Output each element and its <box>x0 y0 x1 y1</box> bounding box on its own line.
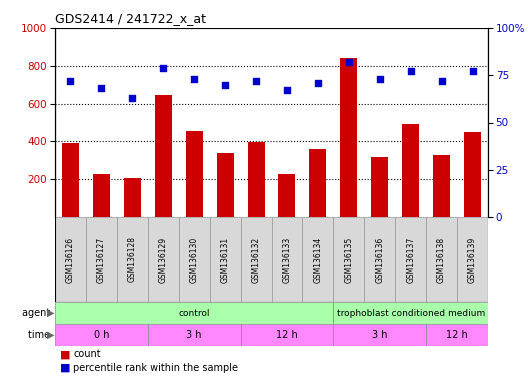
Bar <box>271 217 303 302</box>
Point <box>190 76 199 82</box>
Text: GSM136130: GSM136130 <box>190 237 199 283</box>
Bar <box>148 324 241 346</box>
Bar <box>433 155 450 217</box>
Point <box>437 78 446 84</box>
Bar <box>426 324 488 346</box>
Text: 12 h: 12 h <box>276 330 298 340</box>
Bar <box>55 217 86 302</box>
Bar <box>426 217 457 302</box>
Bar <box>178 217 210 302</box>
Bar <box>86 217 117 302</box>
Bar <box>278 174 296 217</box>
Bar <box>186 131 203 217</box>
Text: 3 h: 3 h <box>372 330 388 340</box>
Bar <box>155 95 172 217</box>
Point <box>97 85 106 91</box>
Text: 0 h: 0 h <box>93 330 109 340</box>
Bar <box>303 217 333 302</box>
Bar <box>62 143 79 217</box>
Text: trophoblast conditioned medium: trophoblast conditioned medium <box>336 308 485 318</box>
Bar <box>402 124 419 217</box>
Point <box>375 76 384 82</box>
Point <box>407 68 415 74</box>
Text: GSM136132: GSM136132 <box>251 237 260 283</box>
Text: GSM136133: GSM136133 <box>282 237 291 283</box>
Bar <box>93 174 110 217</box>
Bar <box>248 142 265 217</box>
Text: GSM136137: GSM136137 <box>406 237 415 283</box>
Point <box>252 78 260 84</box>
Text: GSM136139: GSM136139 <box>468 237 477 283</box>
Text: GSM136135: GSM136135 <box>344 237 353 283</box>
Text: ■: ■ <box>60 362 71 372</box>
Bar <box>117 217 148 302</box>
Text: GSM136129: GSM136129 <box>159 237 168 283</box>
Text: 12 h: 12 h <box>446 330 468 340</box>
Bar <box>371 157 388 217</box>
Bar <box>341 58 357 217</box>
Text: GSM136136: GSM136136 <box>375 237 384 283</box>
Text: GSM136126: GSM136126 <box>66 237 75 283</box>
Text: GSM136138: GSM136138 <box>437 237 446 283</box>
Bar <box>464 132 481 217</box>
Point <box>282 87 291 93</box>
Text: count: count <box>73 349 101 359</box>
Text: control: control <box>178 308 210 318</box>
Text: GSM136127: GSM136127 <box>97 237 106 283</box>
Point <box>345 59 353 65</box>
Bar <box>148 217 178 302</box>
Text: GSM136134: GSM136134 <box>314 237 323 283</box>
Bar <box>210 217 241 302</box>
Bar <box>333 217 364 302</box>
Bar <box>309 149 326 217</box>
Text: ▶: ▶ <box>47 330 54 340</box>
Text: agent: agent <box>22 308 53 318</box>
Text: ■: ■ <box>60 349 71 359</box>
Text: GSM136128: GSM136128 <box>128 237 137 283</box>
Bar <box>241 217 271 302</box>
Text: GSM136131: GSM136131 <box>221 237 230 283</box>
Point <box>159 65 167 71</box>
Bar <box>241 324 333 346</box>
Text: time: time <box>28 330 53 340</box>
Bar <box>395 217 426 302</box>
Point <box>221 82 229 88</box>
Point <box>66 78 74 84</box>
Text: percentile rank within the sample: percentile rank within the sample <box>73 362 239 372</box>
Point <box>314 80 322 86</box>
Point <box>468 68 477 74</box>
Point <box>128 95 137 101</box>
Text: 3 h: 3 h <box>186 330 202 340</box>
Bar <box>55 302 333 324</box>
Bar <box>457 217 488 302</box>
Bar <box>55 324 148 346</box>
Text: GDS2414 / 241722_x_at: GDS2414 / 241722_x_at <box>55 12 206 25</box>
Bar <box>333 324 426 346</box>
Bar <box>216 153 233 217</box>
Bar <box>124 178 141 217</box>
Text: ▶: ▶ <box>47 308 54 318</box>
Bar <box>364 217 395 302</box>
Bar <box>333 302 488 324</box>
